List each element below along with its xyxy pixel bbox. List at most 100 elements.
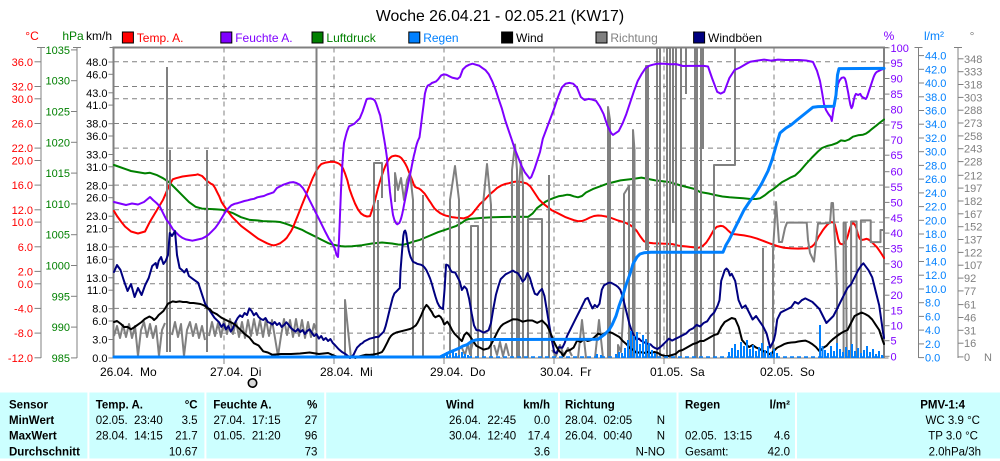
svg-text:6.0: 6.0 <box>18 242 33 254</box>
svg-text:24.0: 24.0 <box>925 188 946 200</box>
svg-text:36.0: 36.0 <box>925 106 946 118</box>
svg-text:3.0: 3.0 <box>92 335 107 347</box>
svg-text:10.0: 10.0 <box>12 217 33 229</box>
svg-text:10: 10 <box>891 321 903 333</box>
svg-text:18.0: 18.0 <box>86 242 107 254</box>
svg-text:18.0: 18.0 <box>925 229 946 241</box>
svg-text:228: 228 <box>964 157 982 169</box>
svg-text:31: 31 <box>964 325 976 337</box>
svg-text:46.0: 46.0 <box>86 69 107 81</box>
svg-text:273: 273 <box>964 118 982 130</box>
svg-text:TP 3.0 °C: TP 3.0 °C <box>928 431 978 443</box>
svg-text:MaxWert: MaxWert <box>9 431 57 443</box>
svg-text:N: N <box>984 352 992 364</box>
svg-text:73: 73 <box>305 446 318 458</box>
svg-text:4.6: 4.6 <box>774 431 790 443</box>
svg-text:995: 995 <box>52 291 70 303</box>
svg-text:l/m²: l/m² <box>770 399 791 411</box>
svg-text:26.04. 00:40: 26.04. 00:40 <box>565 431 632 443</box>
svg-text:30.0: 30.0 <box>925 147 946 159</box>
svg-text:65: 65 <box>891 150 903 162</box>
svg-text:10.0: 10.0 <box>925 284 946 296</box>
svg-text:16.0: 16.0 <box>925 243 946 255</box>
svg-text:0.0: 0.0 <box>534 415 550 427</box>
svg-text:17.4: 17.4 <box>528 431 551 443</box>
svg-text:32.0: 32.0 <box>925 133 946 145</box>
svg-text:23.0: 23.0 <box>86 211 107 223</box>
svg-text:21.7: 21.7 <box>175 431 197 443</box>
svg-text:60: 60 <box>891 167 903 179</box>
svg-text:990: 990 <box>52 322 70 334</box>
svg-text:N-NO: N-NO <box>636 446 665 458</box>
svg-text:2.0: 2.0 <box>925 339 940 351</box>
svg-text:348: 348 <box>964 54 982 66</box>
svg-text:96: 96 <box>305 431 318 443</box>
svg-text:Temp. A.: Temp. A. <box>137 31 184 45</box>
svg-text:26.0: 26.0 <box>12 119 33 131</box>
svg-text:MinWert: MinWert <box>9 415 54 427</box>
svg-text:48.0: 48.0 <box>86 57 107 69</box>
svg-text:40: 40 <box>891 228 903 240</box>
svg-text:02.05. So: 02.05. So <box>760 365 815 379</box>
svg-text:0.0: 0.0 <box>925 353 940 365</box>
svg-text:16: 16 <box>964 338 976 350</box>
svg-text:%: % <box>884 29 895 43</box>
svg-text:0.0: 0.0 <box>92 353 107 365</box>
svg-text:137: 137 <box>964 235 982 247</box>
svg-text:26.0: 26.0 <box>86 193 107 205</box>
svg-text:26.0: 26.0 <box>925 174 946 186</box>
svg-text:182: 182 <box>964 196 982 208</box>
svg-text:8.0: 8.0 <box>925 298 940 310</box>
svg-text:70: 70 <box>891 135 903 147</box>
svg-text:1025: 1025 <box>46 107 70 119</box>
svg-text:100: 100 <box>891 43 909 55</box>
svg-text:30.0: 30.0 <box>12 94 33 106</box>
svg-text:33.0: 33.0 <box>86 150 107 162</box>
svg-text:27.04. Di: 27.04. Di <box>210 365 261 379</box>
svg-text:1035: 1035 <box>46 45 70 57</box>
svg-text:3.5: 3.5 <box>182 415 198 427</box>
svg-text:4.0: 4.0 <box>925 325 940 337</box>
svg-text:Gesamt:: Gesamt: <box>685 446 728 458</box>
svg-text:46: 46 <box>964 313 976 325</box>
svg-text:13.0: 13.0 <box>86 273 107 285</box>
svg-text:29.04. Do: 29.04. Do <box>430 365 486 379</box>
svg-text:77: 77 <box>964 286 976 298</box>
svg-text:6.0: 6.0 <box>925 311 940 323</box>
svg-text:20.0: 20.0 <box>12 156 33 168</box>
svg-text:75: 75 <box>891 120 903 132</box>
svg-text:318: 318 <box>964 80 982 92</box>
svg-text:km/h: km/h <box>523 399 550 411</box>
svg-text:8.0: 8.0 <box>92 304 107 316</box>
svg-text:28.0: 28.0 <box>925 160 946 172</box>
svg-text:152: 152 <box>964 222 982 234</box>
svg-text:44.0: 44.0 <box>925 51 946 63</box>
svg-text:95: 95 <box>891 58 903 70</box>
svg-text:02.05. 13:15: 02.05. 13:15 <box>685 431 752 443</box>
svg-text:1005: 1005 <box>46 230 70 242</box>
svg-text:Wind: Wind <box>446 399 474 411</box>
svg-text:42.0: 42.0 <box>768 446 790 458</box>
svg-text:Feuchte A.: Feuchte A. <box>213 399 271 411</box>
svg-text:Richtung: Richtung <box>565 399 615 411</box>
svg-text:30: 30 <box>891 259 903 271</box>
svg-text:27.04. 17:15: 27.04. 17:15 <box>214 415 281 427</box>
svg-text:hPa: hPa <box>62 29 84 43</box>
svg-text:288: 288 <box>964 105 982 117</box>
svg-text:40.0: 40.0 <box>925 78 946 90</box>
svg-text:14.0: 14.0 <box>925 257 946 269</box>
svg-text:32.0: 32.0 <box>12 82 33 94</box>
svg-text:25: 25 <box>891 275 903 287</box>
svg-text:16.0: 16.0 <box>12 180 33 192</box>
svg-text:31.0: 31.0 <box>86 162 107 174</box>
svg-text:°C: °C <box>185 399 198 411</box>
svg-text:985: 985 <box>52 353 70 365</box>
svg-text:122: 122 <box>964 247 982 259</box>
svg-text:-8.0: -8.0 <box>14 328 33 340</box>
svg-text:55: 55 <box>891 182 903 194</box>
svg-text:-12.0: -12.0 <box>8 353 33 365</box>
svg-text:303: 303 <box>964 92 982 104</box>
svg-text:-4.0: -4.0 <box>14 303 33 315</box>
svg-text:Sensor: Sensor <box>9 399 49 411</box>
svg-text:22.0: 22.0 <box>925 202 946 214</box>
